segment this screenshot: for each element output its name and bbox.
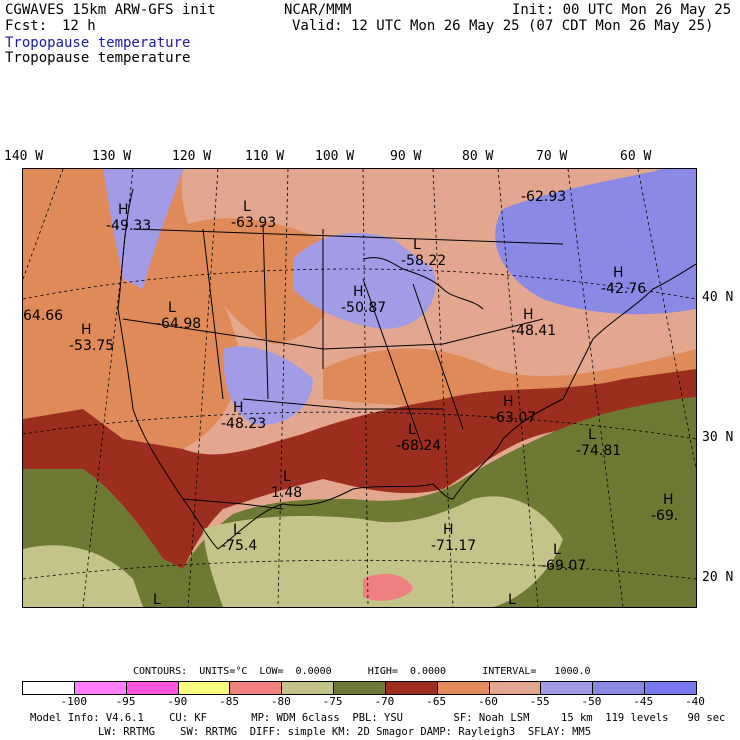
graticule (23, 169, 696, 607)
legend-swatch (23, 682, 75, 694)
extremum-value: -53.75 (69, 338, 114, 354)
extremum-value: -64.98 (156, 316, 201, 332)
region-60-55 (173, 218, 335, 344)
region-75-70 (23, 545, 143, 607)
extremum-value: 1.48 (271, 485, 302, 501)
tropopause-temperature-map: H -49.33 L -63.93 -62.93 L -58.22 H -42.76 H -50.8… (22, 168, 697, 608)
legend-tick-label: -60 (477, 695, 498, 708)
legend-swatch (541, 682, 594, 694)
legend-swatch (437, 682, 490, 694)
legend-tick-label: -90 (167, 695, 188, 708)
high-marker: H (81, 322, 92, 338)
extremum-value: 64.66 (23, 308, 63, 324)
extremum-value: -50.87 (341, 300, 386, 316)
model-info-line1: Model Info: V4.6.1 CU: KF MP: WDM 6class… (30, 712, 726, 724)
extremum-value: -62.93 (521, 189, 566, 205)
region-80-75 (363, 573, 413, 601)
legend-swatch (178, 682, 231, 694)
lat-label-40n: 40 N (702, 290, 734, 305)
lon-label-100w: 100 W (315, 149, 355, 164)
legend-swatch (230, 682, 283, 694)
lon-label-120w: 120 W (172, 149, 212, 164)
extremum-value: -69. (651, 508, 678, 524)
high-marker: H (118, 202, 129, 218)
legend-tick-label: -75 (322, 695, 343, 708)
legend-swatch (334, 682, 386, 694)
contours-info: CONTOURS: UNITS=°C LOW= 0.0000 HIGH= 0.0… (133, 666, 591, 677)
legend-tick-label: -100 (60, 695, 88, 708)
extremum-value: -58.22 (401, 253, 446, 269)
legend-tick-label: -80 (270, 695, 291, 708)
extremum-value: -71.17 (431, 538, 476, 554)
init-time: Init: 00 UTC Mon 26 May 25 (512, 2, 732, 18)
legend-tick-label: -85 (219, 695, 239, 708)
lon-label-140w: 140 W (4, 149, 44, 164)
high-marker: H (523, 307, 534, 323)
legend-swatch (645, 682, 696, 694)
valid-time: Valid: 12 UTC Mon 26 May 25 (07 CDT Mon … (292, 18, 714, 34)
extremum-value: -48.23 (221, 416, 266, 432)
lat-label-30n: 30 N (702, 430, 734, 445)
model-info-line2: LW: RRTMG SW: RRTMG DIFF: simple KM: 2D … (98, 726, 592, 738)
extremum-value: -63.93 (231, 215, 276, 231)
legend-tick-label: -95 (115, 695, 136, 708)
extremum-value: -69.07 (541, 558, 586, 574)
high-marker: H (663, 492, 674, 508)
high-marker: H (503, 394, 514, 410)
low-marker: L (408, 422, 416, 438)
low-marker: L (413, 237, 421, 253)
extremum-value: -49.33 (106, 218, 151, 234)
organization: NCAR/MMM (284, 2, 352, 18)
extremum-value: -63.07 (491, 410, 536, 426)
lon-label-80w: 80 W (462, 149, 494, 164)
legend-swatch (126, 682, 179, 694)
legend-swatch (385, 682, 438, 694)
extremum-value: -75.4 (221, 538, 257, 554)
low-marker: L (243, 199, 251, 215)
legend-tick-label: -40 (685, 695, 705, 708)
extremum-value: -68.24 (396, 438, 441, 454)
low-marker: L (153, 592, 161, 607)
field-title: Tropopause temperature (5, 50, 191, 66)
color-legend (22, 681, 697, 695)
region-75-70 (203, 496, 563, 607)
legend-swatch (74, 682, 127, 694)
low-marker: L (553, 542, 561, 558)
region-lt-50 (495, 169, 696, 315)
legend-tick-label: -55 (529, 695, 550, 708)
extrema-labels: H-49.33L-63.93-62.93L-58.22H-42.76H-50.8… (23, 189, 678, 607)
lon-label-110w: 110 W (245, 149, 285, 164)
forecast-hour: 12 h (62, 18, 96, 34)
low-marker: L (283, 469, 291, 485)
extremum-value: -74.81 (576, 443, 621, 459)
legend-swatch (489, 682, 542, 694)
lon-label-90w: 90 W (390, 149, 422, 164)
low-marker: L (588, 427, 596, 443)
map-canvas: H-49.33L-63.93-62.93L-58.22H-42.76H-50.8… (23, 169, 696, 607)
extremum-value: -48.41 (511, 323, 556, 339)
field-title-blue: Tropopause temperature (5, 35, 191, 51)
model-title: CGWAVES 15km ARW-GFS init (5, 2, 216, 18)
legend-tick-label: -70 (374, 695, 395, 708)
high-marker: H (353, 284, 364, 300)
legend-swatch (593, 682, 646, 694)
coastlines (117, 188, 696, 550)
high-marker: H (443, 522, 454, 538)
high-marker: H (613, 265, 624, 281)
forecast-label: Fcst: (5, 18, 48, 34)
low-marker: L (508, 592, 516, 607)
low-marker: L (233, 522, 241, 538)
lon-label-60w: 60 W (620, 149, 652, 164)
lon-label-70w: 70 W (536, 149, 568, 164)
legend-swatch (282, 682, 335, 694)
legend-tick-label: -45 (633, 695, 654, 708)
legend-tick-label: -50 (581, 695, 602, 708)
extremum-value: -42.76 (601, 281, 646, 297)
region-50-45 (293, 233, 436, 329)
legend-tick-label: -65 (426, 695, 447, 708)
low-marker: L (168, 300, 176, 316)
high-marker: H (233, 400, 244, 416)
lon-label-130w: 130 W (92, 149, 132, 164)
lat-label-20n: 20 N (702, 570, 734, 585)
